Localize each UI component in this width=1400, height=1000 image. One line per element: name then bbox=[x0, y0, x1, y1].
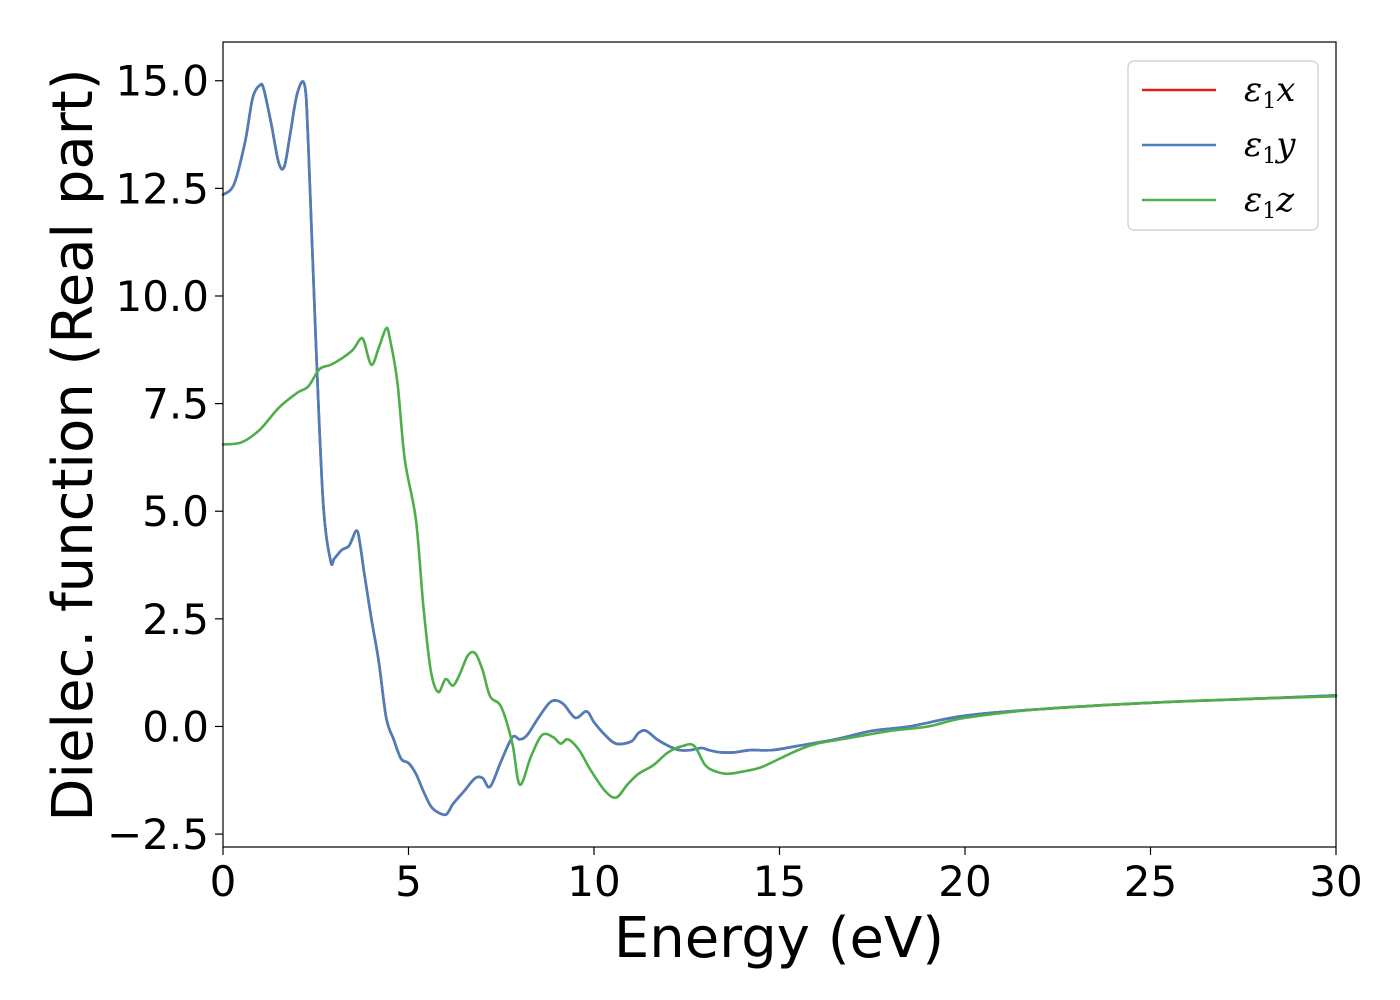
x-axis-title: Energy (eV) bbox=[614, 906, 944, 971]
legend-label-y: ε1y bbox=[1244, 125, 1296, 169]
x-tick-label: 30 bbox=[1309, 857, 1362, 906]
x-tick-label: 5 bbox=[395, 857, 422, 906]
y-tick-label: 7.5 bbox=[142, 380, 209, 429]
y-axis-title: Dielec. function (Real part) bbox=[41, 68, 106, 821]
x-tick-label: 15 bbox=[753, 857, 806, 906]
series-line-y bbox=[221, 80, 1338, 817]
legend-label-x: ε1x bbox=[1244, 70, 1295, 114]
x-tick-label: 10 bbox=[567, 857, 620, 906]
series-layer bbox=[221, 80, 1338, 817]
legend: ε1x ε1y ε1z bbox=[1127, 60, 1319, 231]
x-tick-label: 25 bbox=[1124, 857, 1177, 906]
y-tick-label: −2.5 bbox=[107, 810, 209, 859]
y-tick-label: 5.0 bbox=[142, 487, 209, 536]
y-tick-label: 10.0 bbox=[115, 272, 209, 321]
y-tick-label: 2.5 bbox=[142, 595, 209, 644]
legend-label-z: ε1z bbox=[1244, 180, 1295, 224]
y-tick-label: 15.0 bbox=[115, 57, 209, 106]
x-tick-label: 0 bbox=[210, 857, 237, 906]
y-tick-label: 0.0 bbox=[142, 702, 209, 751]
x-axis-ticks: 0 5 10 15 20 25 30 bbox=[210, 847, 1363, 906]
series-line-z bbox=[221, 326, 1338, 800]
y-tick-label: 12.5 bbox=[115, 164, 209, 213]
legend-frame bbox=[1127, 60, 1319, 231]
x-tick-label: 20 bbox=[938, 857, 991, 906]
y-axis-ticks: −2.5 0.0 2.5 5.0 7.5 10.0 12.5 15.0 bbox=[107, 57, 223, 859]
